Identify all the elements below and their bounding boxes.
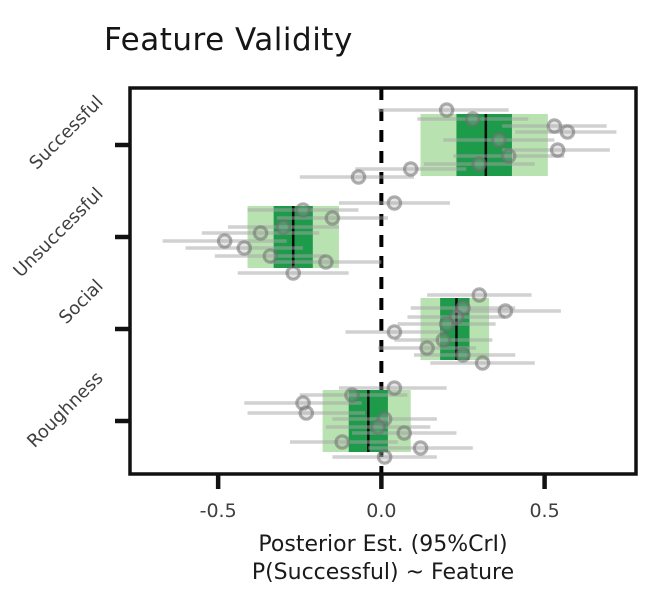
y-tick-label-social: Social [55,276,108,329]
estimate-point [370,419,386,435]
estimate-point [402,161,419,177]
estimate-point [471,156,488,172]
estimate-point [216,233,233,249]
estimate-point [386,195,403,211]
x-tick-label: -0.5 [200,500,237,522]
estimate-point [500,148,517,164]
estimate-point [236,240,253,256]
x-axis-label: Posterior Est. (95%CrI) P(Successful) ~ … [108,531,658,587]
estimate-point [252,225,269,241]
estimate-point [298,405,315,421]
estimate-point [262,248,279,264]
estimate-point [344,387,360,403]
x-tick-label: 0.5 [529,500,559,522]
estimate-point [285,265,302,281]
x-axis-label-line1: Posterior Est. (95%CrI) [258,532,508,557]
y-tick-label-unsuccessful: Unsuccessful [9,184,107,282]
estimate-point [295,202,311,218]
row-successful [299,102,617,185]
estimate-point [396,425,413,441]
estimate-point [419,340,435,356]
estimate-point [318,254,334,270]
estimate-point [438,102,455,118]
y-tick-label-roughness: Roughness [23,368,107,452]
estimate-point [471,287,488,303]
estimate-point [491,132,507,148]
chart-title: Feature Validity [104,22,353,58]
row-unsuccessful [162,195,450,281]
estimate-point [559,124,576,140]
estimate-point [324,210,341,226]
y-tick-label-successful: Successful [25,92,107,174]
x-axis-label-line2: P(Successful) ~ Feature [251,560,515,585]
estimate-point [275,219,292,235]
estimate-point [474,355,491,371]
row-social [345,287,561,371]
estimate-point [386,380,403,396]
estimate-point [350,169,367,185]
estimate-point [546,118,563,134]
estimate-point [435,332,452,348]
estimate-point [412,440,429,456]
estimate-point [464,111,481,127]
estimate-point [386,324,403,340]
estimate-point [497,303,514,319]
row-roughness [244,380,473,465]
estimate-point [376,449,393,465]
estimate-point [438,316,455,332]
estimate-point [455,347,471,363]
x-tick-label: 0.0 [366,500,396,522]
estimate-point [549,142,566,158]
estimate-point [334,434,350,450]
